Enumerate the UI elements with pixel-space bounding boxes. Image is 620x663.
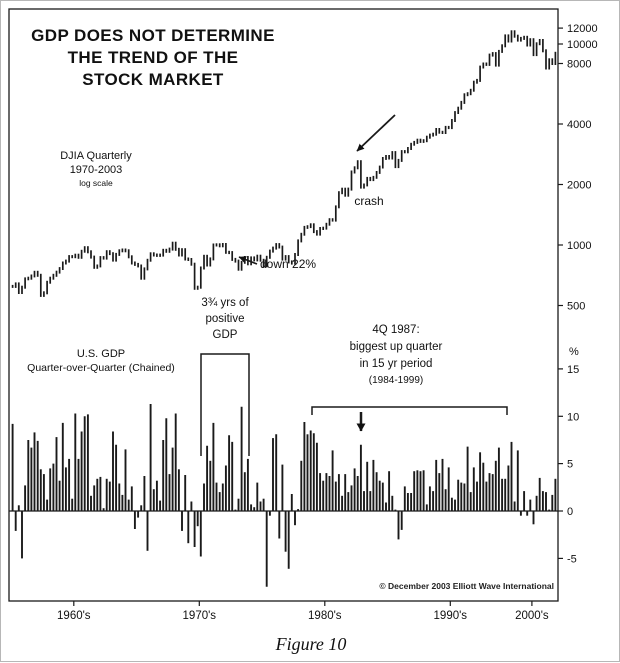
q4-1987-annotation-line-3: in 15 yr period — [360, 358, 433, 370]
chart-title-line-1: GDP DOES NOT DETERMINE — [31, 26, 275, 45]
djia-tick-label: 8000 — [567, 59, 591, 71]
djia-tick-label: 2000 — [567, 180, 591, 192]
decade-label: 1970's — [183, 610, 217, 622]
gdp-tick-label: 0 — [567, 506, 573, 518]
gdp-tick-label: -5 — [567, 553, 577, 565]
q4-1987-annotation-line-2: biggest up quarter — [350, 341, 443, 353]
chart-title-line-3: STOCK MARKET — [82, 70, 224, 89]
down-22-annotation: down 22% — [260, 257, 316, 271]
decade-label: 1980's — [308, 610, 342, 622]
q4-1987-bracket — [311, 406, 508, 415]
djia-series — [11, 30, 557, 297]
djia-series-label: DJIA Quarterly — [60, 150, 132, 162]
gdp-percent-label: % — [569, 346, 579, 358]
crash-arrow — [356, 114, 396, 152]
plot-frame — [8, 8, 559, 602]
djia-tick-label: 10000 — [567, 39, 598, 51]
log-scale-note: log scale — [79, 178, 113, 188]
gdp-tick-label: 5 — [567, 459, 573, 471]
positive-gdp-bracket — [200, 353, 250, 456]
decade-label: 1960's — [57, 610, 91, 622]
crash-annotation: crash — [354, 194, 383, 208]
djia-tick-label: 12000 — [567, 23, 598, 35]
gdp-series — [11, 404, 557, 587]
djia-right-axis: 12000 10000 8000 4000 2000 1000 500 — [558, 23, 598, 313]
positive-gdp-annotation-line-1: 3¾ yrs of — [201, 297, 249, 309]
chart-title-line-2: THE TREND OF THE — [68, 48, 239, 67]
down-22-arrow — [238, 256, 258, 265]
gdp-tick-label: 10 — [567, 411, 579, 423]
positive-gdp-annotation-line-2: positive — [206, 313, 245, 325]
djia-tick-label: 4000 — [567, 119, 591, 131]
copyright-notice: © December 2003 Elliott Wave Internation… — [379, 581, 554, 591]
djia-series-range: 1970-2003 — [70, 164, 123, 176]
decade-label: 2000's — [515, 610, 549, 622]
gdp-series-label: U.S. GDP — [77, 348, 125, 360]
djia-tick-label: 500 — [567, 301, 585, 313]
gdp-tick-label: 15 — [567, 364, 579, 376]
gdp-series-sublabel: Quarter-over-Quarter (Chained) — [27, 362, 175, 374]
x-axis: 1960's 1970's 1980's 1990's 2000's — [57, 601, 549, 622]
gdp-right-axis: % 15 10 5 0 -5 — [558, 346, 579, 565]
positive-gdp-annotation-line-3: GDP — [213, 329, 238, 341]
q4-1987-annotation-line-4: (1984-1999) — [369, 375, 423, 386]
figure-caption: Figure 10 — [275, 634, 347, 654]
q4-1987-annotation-line-1: 4Q 1987: — [372, 324, 419, 336]
decade-label: 1990's — [434, 610, 468, 622]
djia-tick-label: 1000 — [567, 240, 591, 252]
